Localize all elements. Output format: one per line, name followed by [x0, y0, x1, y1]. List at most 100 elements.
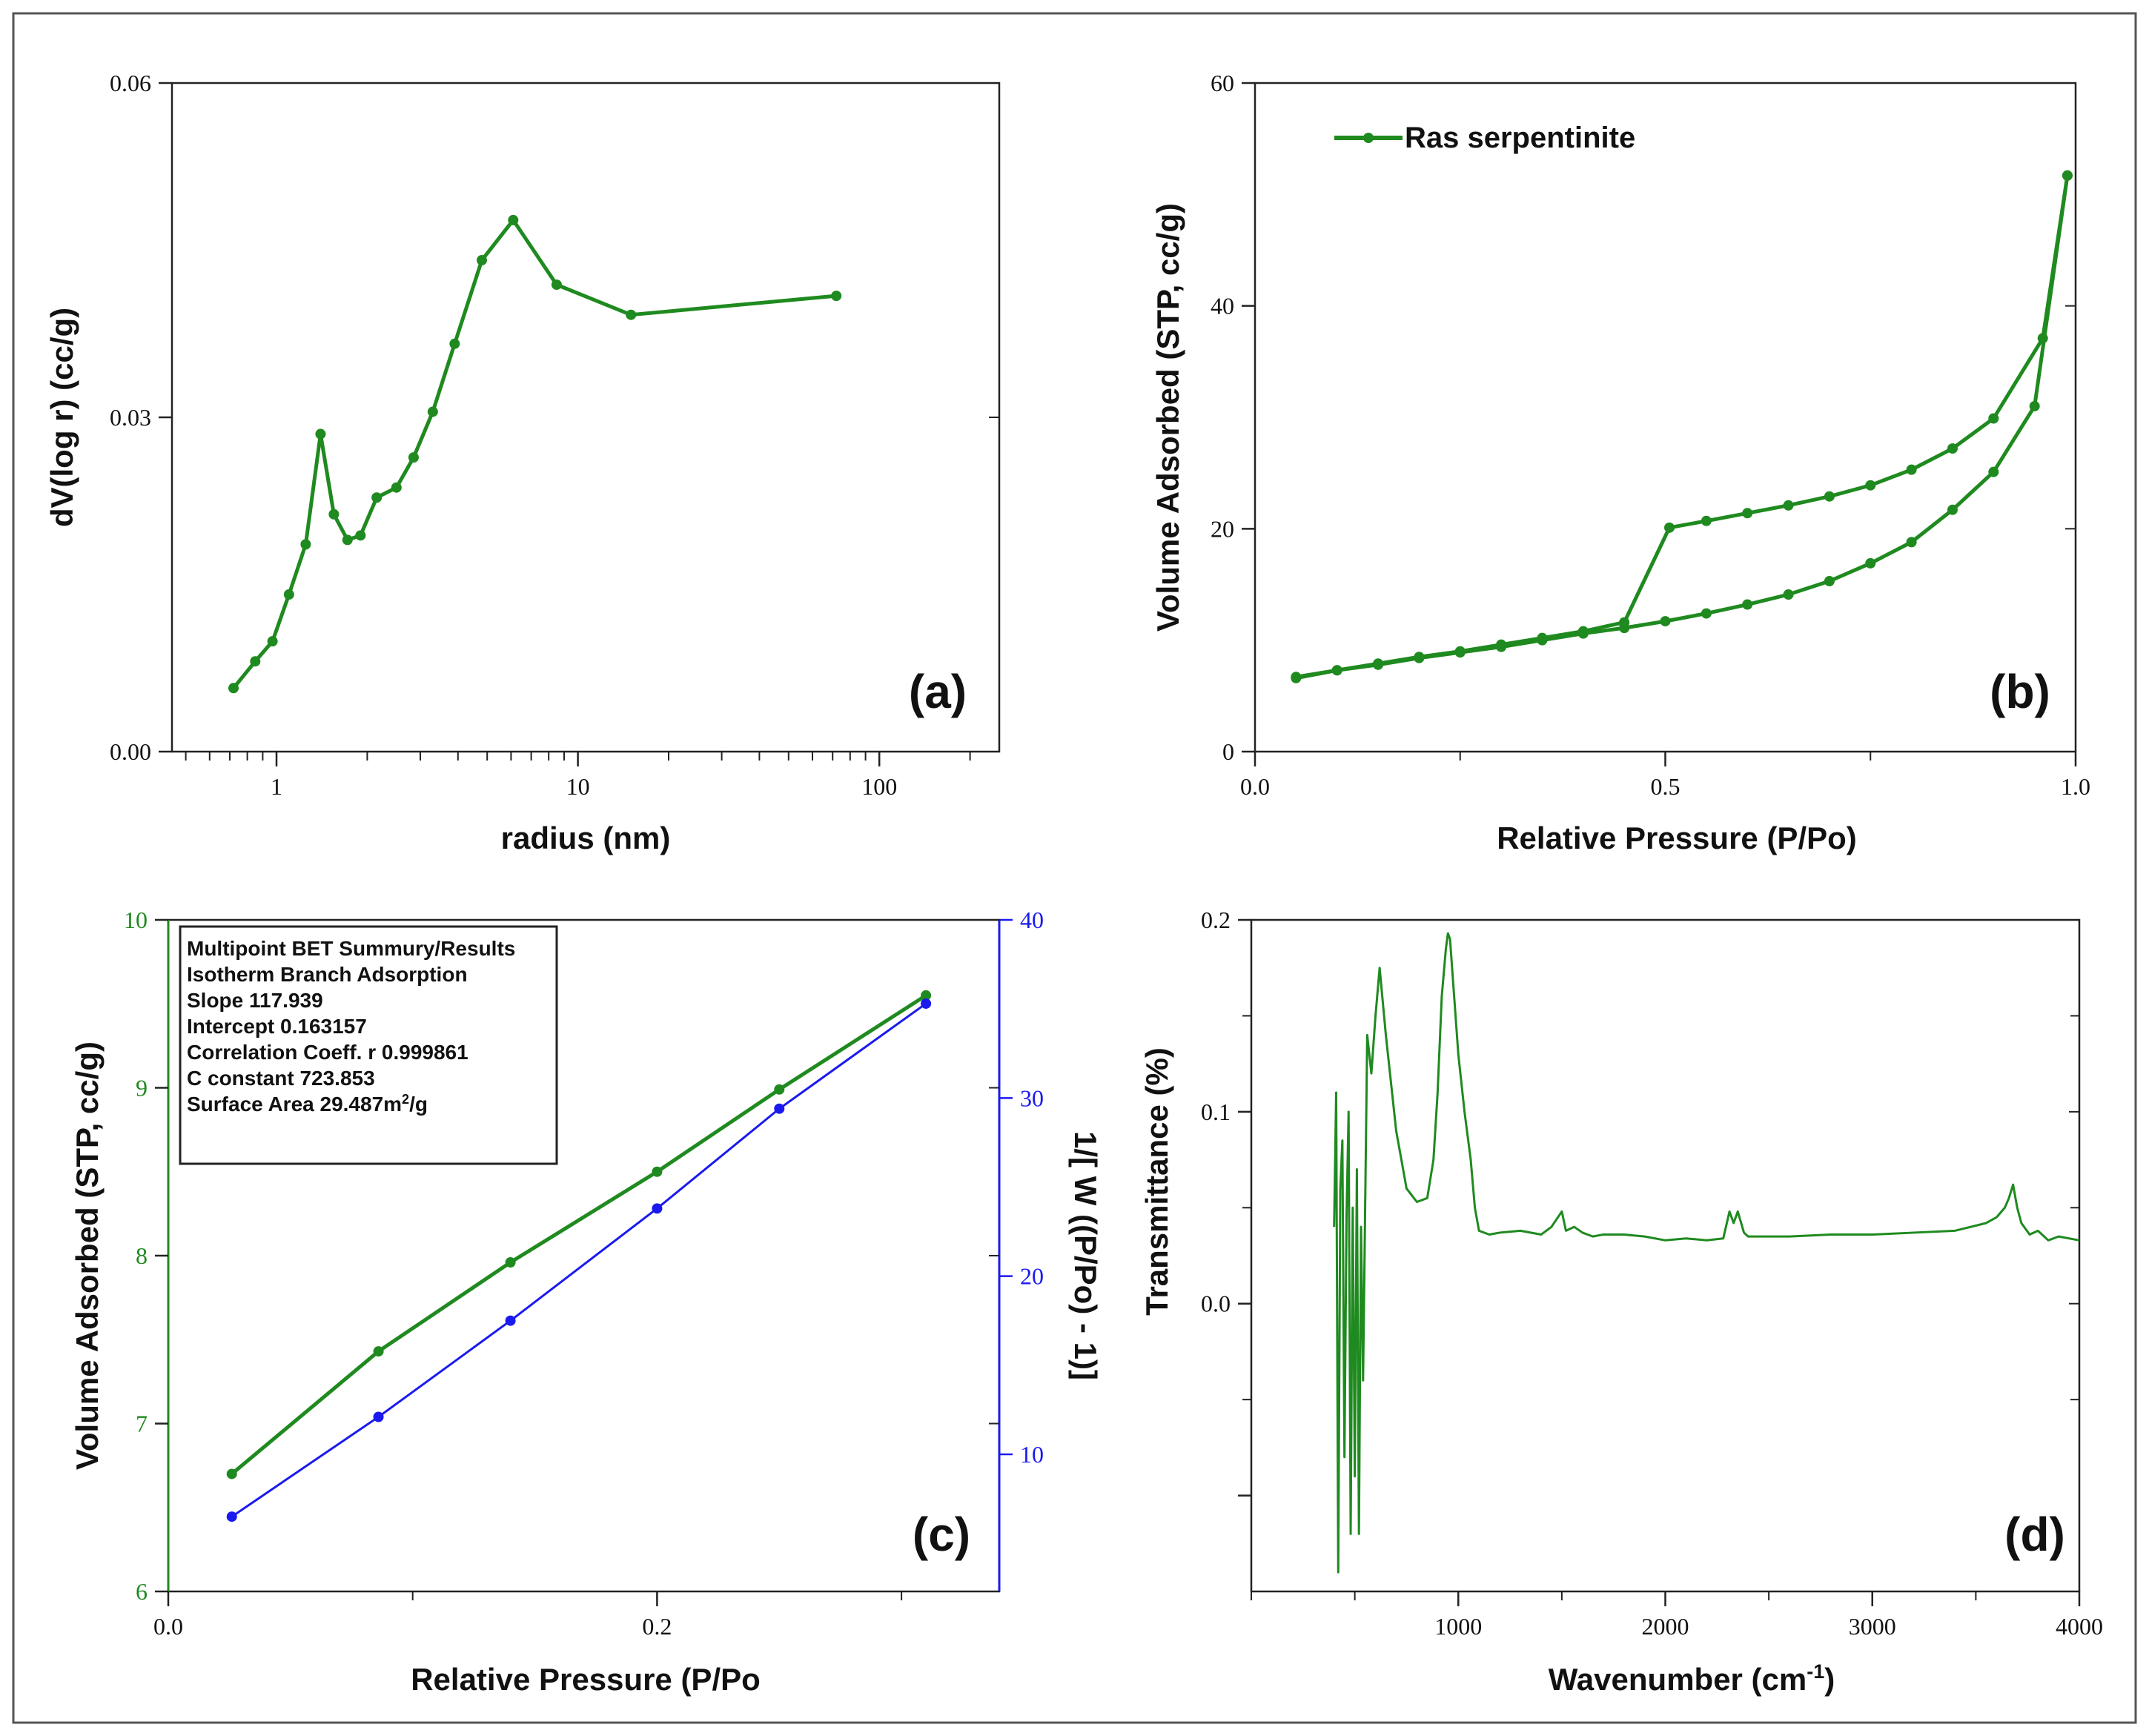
y-axis-label: dV(log r) (cc/g) [44, 308, 79, 527]
data-point [267, 636, 278, 647]
data-point [476, 255, 487, 266]
data-point [1664, 522, 1675, 533]
data-point [373, 1346, 384, 1357]
surface-area-text: Surface Area 29.487m [187, 1093, 402, 1116]
data-point [342, 534, 353, 546]
data-point [1414, 652, 1425, 663]
figure-border [12, 12, 2137, 1724]
panel-d-xlabel: Wavenumber (cm-1) [1549, 1660, 1835, 1697]
bet-summary-line-6: C constant 723.853 [187, 1067, 375, 1090]
data-point [1988, 466, 1999, 477]
y-tick-label: 9 [136, 1075, 148, 1101]
data-point [1742, 599, 1753, 610]
data-point [328, 508, 340, 520]
data-point [551, 279, 562, 291]
data-point [1906, 464, 1917, 475]
y-tick-label: 0.0 [1201, 1291, 1231, 1317]
y-tick-label: 60 [1211, 70, 1234, 96]
data-point [1496, 639, 1507, 650]
data-point [1783, 589, 1794, 600]
y-tick-label: 0.00 [110, 738, 151, 765]
panel-a: 1 10 100 0.00 0.03 0.06 radius (nm) dV(log r) (… [44, 70, 1001, 855]
bet-summary-line-2: Isotherm Branch Adsorption [187, 963, 468, 986]
data-point [831, 291, 842, 302]
bet-summary-frame [179, 925, 558, 1165]
data-point [371, 492, 383, 503]
panel-d-xlabel-end: ) [1824, 1662, 1835, 1697]
data-point [2062, 170, 2073, 181]
panel-d: 1000 2000 3000 4000 0.0 0.1 0.2 Transmittance (… [1139, 907, 2103, 1640]
x-tick-label: 0.0 [153, 1613, 183, 1640]
data-point [1577, 626, 1589, 637]
y2-tick-label: 20 [1020, 1263, 1044, 1290]
panel-d-xlabel-main: Wavenumber (cm [1549, 1662, 1807, 1697]
x-tick-label: 0.5 [1651, 773, 1681, 800]
data-point [921, 998, 932, 1009]
data-point [228, 683, 239, 694]
series-line-0 [231, 993, 927, 1476]
data-point [2037, 333, 2048, 344]
y2-axis-label: 1/[ W ((P/Po) - 1)] [1068, 1131, 1103, 1380]
series-line-0 [1333, 932, 2080, 1574]
data-point [373, 1411, 384, 1422]
panel-b-legend: Ras serpentinite [1334, 122, 1635, 154]
y-axis-label: Transmittance (%) [1139, 1047, 1174, 1316]
data-point [408, 452, 419, 463]
bet-summary-line-5: Correlation Coeff. r 0.999861 [187, 1041, 468, 1064]
data-point [774, 1103, 785, 1114]
data-point [505, 1257, 516, 1268]
data-point [315, 428, 326, 440]
data-point [626, 309, 637, 320]
panel-d-xlabel-sup: -1 [1807, 1660, 1824, 1683]
data-point [1701, 515, 1712, 526]
data-point [508, 214, 519, 225]
x-tick-label: 4000 [2056, 1613, 2103, 1640]
y-axis-label: Volume Adsorbed (STP, cc/g) [1150, 203, 1185, 632]
y-tick-label: 7 [136, 1411, 148, 1437]
x-tick-label: 100 [861, 773, 897, 800]
y-tick-label: 10 [124, 907, 148, 933]
bet-summary-box: Multipoint BET Summury/Results Isotherm … [179, 925, 558, 1165]
data-point [1988, 413, 1999, 424]
panel-label: (c) [913, 1508, 970, 1561]
y2-tick-label: 10 [1020, 1441, 1044, 1468]
bet-summary-line-1: Multipoint BET Summury/Results [187, 937, 515, 960]
data-point [1619, 617, 1630, 628]
data-point [250, 656, 261, 667]
data-point [774, 1084, 785, 1095]
data-point [1331, 665, 1342, 676]
y-tick-label: 20 [1211, 515, 1234, 542]
data-point [1783, 500, 1794, 511]
data-point [355, 530, 366, 541]
data-point [1454, 646, 1466, 657]
data-point [652, 1166, 663, 1177]
data-point [1865, 557, 1876, 569]
y-tick-label: 0 [1222, 738, 1234, 765]
y-tick-label: 8 [136, 1242, 148, 1269]
data-point [226, 1468, 237, 1480]
x-tick-label: 1 [271, 773, 282, 800]
data-point [1906, 537, 1917, 548]
legend-marker [1363, 133, 1374, 143]
x-tick-label: 3000 [1849, 1613, 1896, 1640]
y-tick-label: 0.1 [1201, 1099, 1231, 1125]
bet-summary-line-7: Surface Area 29.487m2/g [187, 1092, 428, 1116]
panel-label: (a) [909, 665, 967, 718]
data-point [1373, 658, 1384, 669]
data-point [1537, 632, 1548, 643]
data-point [921, 990, 932, 1001]
y-axis-label: Volume Adsorbed (STP, cc/g) [70, 1041, 105, 1470]
data-point [1291, 672, 1302, 683]
data-point [1742, 508, 1753, 519]
data-point [449, 338, 460, 349]
x-tick-label: 1.0 [2061, 773, 2090, 800]
data-point [1701, 608, 1712, 619]
data-point [283, 589, 294, 600]
x-axis-label: radius (nm) [501, 821, 671, 855]
panel-label: (d) [2004, 1508, 2065, 1561]
legend-label: Ras serpentinite [1405, 122, 1635, 154]
surface-area-sup: 2 [402, 1092, 409, 1107]
x-tick-label: 2000 [1642, 1613, 1689, 1640]
panel-b: 0.0 0.5 1.0 0 20 40 60 Relative Pressure (P/Po)… [1150, 70, 2090, 855]
